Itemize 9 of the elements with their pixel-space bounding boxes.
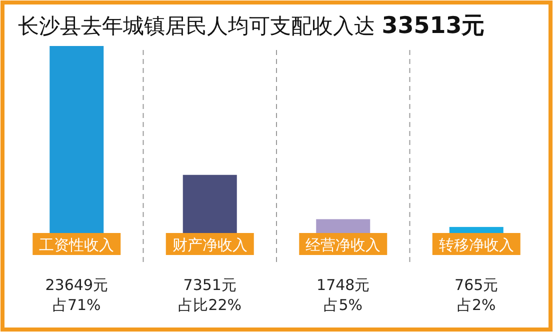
annotation: 占71%	[52, 296, 101, 314]
x-tick-label: 财产净收入	[172, 236, 248, 254]
x-tick-label: 工资性收入	[39, 236, 114, 254]
x-tick-label: 经营净收入	[306, 236, 381, 254]
annotation: 占2%	[456, 296, 496, 314]
annotation: 占比22%	[178, 296, 242, 314]
x-tick-label: 转移净收入	[438, 236, 514, 254]
annotation: 占5%	[324, 296, 363, 314]
title: 长沙县去年城镇居民人均可支配收入达 33513元	[18, 13, 485, 39]
